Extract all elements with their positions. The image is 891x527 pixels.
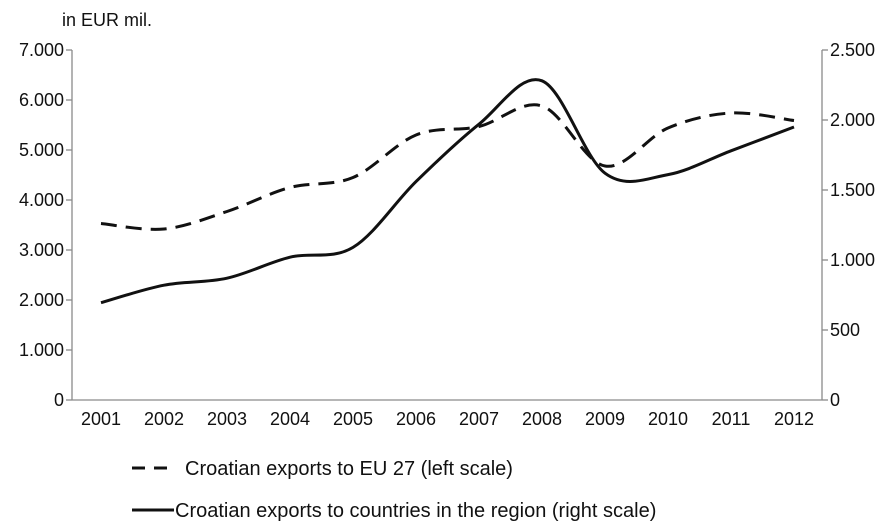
right-tick-label: 2.500 <box>830 40 875 60</box>
left-tick-label: 1.000 <box>19 340 64 360</box>
left-tick-label: 5.000 <box>19 140 64 160</box>
left-tick-label: 7.000 <box>19 40 64 60</box>
right-tick-label: 2.000 <box>830 110 875 130</box>
x-tick-label: 2002 <box>144 409 184 429</box>
data-point <box>541 105 543 107</box>
legend: Croatian exports to EU 27 (left scale) C… <box>132 458 656 522</box>
x-tick-label: 2001 <box>81 409 121 429</box>
data-point <box>667 173 669 175</box>
x-tick-label: 2006 <box>396 409 436 429</box>
data-point <box>667 127 669 129</box>
series-region-line <box>100 78 795 305</box>
right-tick-label: 1.000 <box>830 250 875 270</box>
right-tick-label: 0 <box>830 390 840 410</box>
x-axis: 2001 2002 2003 2004 2005 2006 2007 2008 2009 2010… <box>72 399 822 429</box>
data-point <box>100 302 102 304</box>
left-axis: 0 1.000 2.000 3.000 4.000 5.000 6.000 7.000 <box>19 40 73 410</box>
data-point <box>478 123 480 125</box>
data-point <box>541 80 543 82</box>
data-point <box>352 176 354 178</box>
data-point <box>226 210 228 212</box>
x-tick-label: 2007 <box>459 409 499 429</box>
x-tick-label: 2011 <box>712 409 751 429</box>
data-point <box>415 134 417 136</box>
data-point <box>289 256 291 258</box>
data-point <box>604 165 606 167</box>
right-tick-label: 1.500 <box>830 180 875 200</box>
x-tick-label: 2003 <box>207 409 247 429</box>
left-tick-label: 6.000 <box>19 90 64 110</box>
data-point <box>415 180 417 182</box>
x-tick-label: 2005 <box>333 409 373 429</box>
x-tick-label: 2008 <box>522 409 562 429</box>
left-tick-label: 3.000 <box>19 240 64 260</box>
right-tick-label: 500 <box>830 320 860 340</box>
data-point <box>604 172 606 174</box>
data-point <box>289 186 291 188</box>
left-tick-label: 2.000 <box>19 290 64 310</box>
data-point <box>730 112 732 114</box>
right-axis: 0 500 1.000 1.500 2.000 2.500 <box>821 40 875 410</box>
x-tick-label: 2010 <box>648 409 688 429</box>
series-lines <box>100 78 795 305</box>
legend-label-region: Croatian exports to countries in the reg… <box>175 500 656 522</box>
x-tick-label: 2012 <box>774 409 814 429</box>
data-point <box>163 284 165 286</box>
data-point <box>793 119 795 121</box>
data-point <box>793 126 795 128</box>
left-tick-label: 4.000 <box>19 190 64 210</box>
data-point <box>163 228 165 230</box>
x-tick-label: 2009 <box>585 409 625 429</box>
x-tick-label: 2004 <box>270 409 310 429</box>
data-point <box>352 246 354 248</box>
data-point <box>100 222 102 224</box>
series-eu27-line <box>100 103 795 231</box>
left-tick-label: 0 <box>54 390 64 410</box>
data-point <box>226 277 228 279</box>
unit-label: in EUR mil. <box>62 10 152 30</box>
data-point <box>730 150 732 152</box>
legend-label-eu27: Croatian exports to EU 27 (left scale) <box>185 458 513 480</box>
